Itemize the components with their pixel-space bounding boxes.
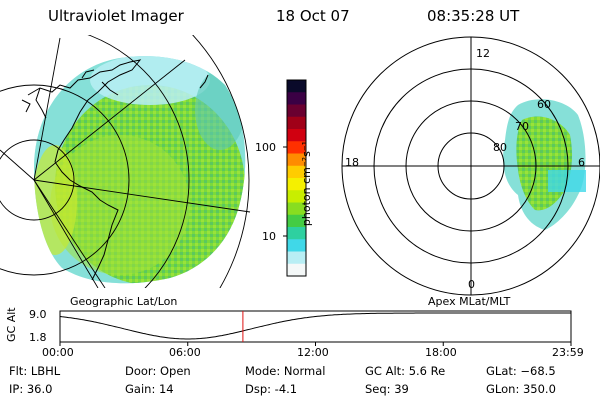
timeline-y-tick-low: 1.8 xyxy=(29,331,47,344)
time-label: 08:35:28 UT xyxy=(427,7,520,25)
timeline-y-tick-high: 9.0 xyxy=(29,308,47,321)
glon-value: GLon: 350.0 xyxy=(486,382,556,396)
colorbar-cell xyxy=(287,214,306,228)
gain-value: Gain: 14 xyxy=(125,382,174,396)
gc-alt-value: GC Alt: 5.6 Re xyxy=(365,364,446,378)
colorbar-cell xyxy=(287,153,306,167)
colorbar-tick-100: 100 xyxy=(255,141,276,154)
lat-label-70: 70 xyxy=(515,120,529,133)
colorbar-cell xyxy=(287,129,306,142)
colorbar-cell xyxy=(287,92,306,106)
colorbar-cell xyxy=(287,227,306,240)
colorbar-cell xyxy=(287,80,306,93)
colorbar-cell xyxy=(287,104,306,118)
timeline-x-tick: 23:59 xyxy=(552,346,584,359)
mlt-label-0: 0 xyxy=(468,278,475,291)
timeline-x-tick: 06:00 xyxy=(169,346,201,359)
colorbar-tick-10: 10 xyxy=(262,230,276,243)
colorbar-cell xyxy=(287,239,306,253)
colorbar-cell xyxy=(287,202,306,216)
colorbar-cell xyxy=(287,178,306,191)
date-label: 18 Oct 07 xyxy=(276,7,350,25)
lat-lon-grid xyxy=(0,35,251,288)
door-value: Door: Open xyxy=(125,364,191,378)
timeline-x-tick: 18:00 xyxy=(425,346,457,359)
dsp-value: Dsp: -4.1 xyxy=(245,382,298,396)
timeline-x-tick: 12:00 xyxy=(297,346,329,359)
geo-panel-label: Geographic Lat/Lon xyxy=(70,295,178,308)
colorbar-cell xyxy=(287,116,306,130)
glat-value: GLat: −68.5 xyxy=(486,364,556,378)
lat-label-80: 80 xyxy=(493,141,507,154)
aurora-emission xyxy=(34,56,246,284)
mlt-label-18: 18 xyxy=(345,156,359,169)
colorbar-cell xyxy=(287,251,306,265)
timeline-y-label: GC Alt xyxy=(5,307,18,342)
mag-panel-label: Apex MLat/MLT xyxy=(428,295,511,308)
colorbar-cell xyxy=(287,190,306,204)
colorbar-cell xyxy=(287,141,306,155)
colorbar-cell xyxy=(287,263,306,277)
seq-value: Seq: 39 xyxy=(365,382,409,396)
lat-label-60: 60 xyxy=(537,98,551,111)
ip-value: IP: 36.0 xyxy=(9,382,53,396)
polar-grid xyxy=(341,36,600,296)
filter-value: Flt: LBHL xyxy=(9,364,61,378)
mlt-label-12: 12 xyxy=(476,47,490,60)
altitude-curve xyxy=(59,312,571,340)
mode-value: Mode: Normal xyxy=(245,364,326,378)
mlt-label-6: 6 xyxy=(578,156,585,169)
colorbar-cell xyxy=(287,165,306,179)
coastline-map xyxy=(21,59,209,281)
instrument-title: Ultraviolet Imager xyxy=(48,7,184,25)
timeline-x-tick: 00:00 xyxy=(42,346,74,359)
